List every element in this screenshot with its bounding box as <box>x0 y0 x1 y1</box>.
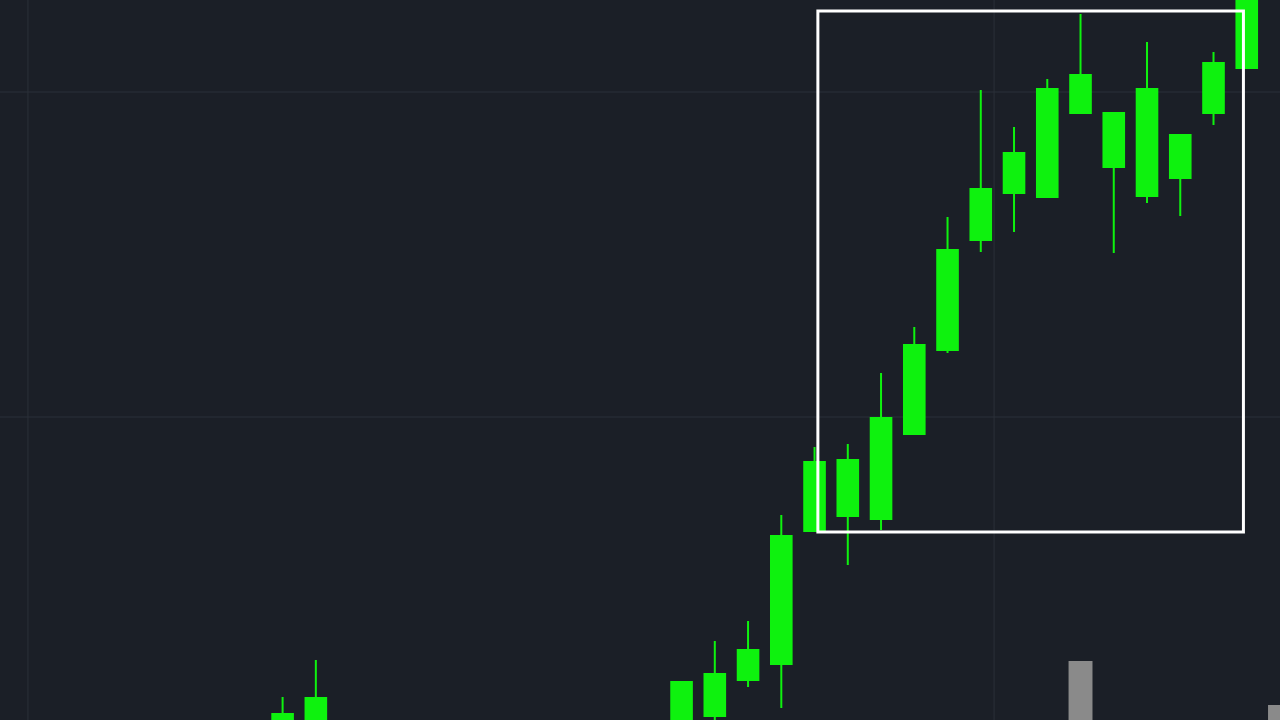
candle-body <box>304 697 328 720</box>
volume-bar <box>1068 661 1093 720</box>
candle-body <box>936 249 959 351</box>
candle-body <box>902 344 926 435</box>
candle-body <box>1135 88 1159 197</box>
candle-body <box>1102 112 1126 168</box>
volume-bar <box>1268 705 1280 720</box>
candle-body <box>836 459 860 517</box>
candle-body <box>803 461 826 532</box>
candle-body <box>969 188 993 241</box>
candle-body <box>703 673 727 717</box>
candle-body <box>1002 152 1026 194</box>
candle-body <box>1069 74 1092 114</box>
candle-body <box>271 713 294 720</box>
candle-body <box>1168 134 1192 179</box>
candle-body <box>1202 62 1225 114</box>
candle-body <box>670 681 693 720</box>
candle-body <box>869 417 893 520</box>
highlight-box <box>816 9 1245 534</box>
candle-body <box>1235 0 1259 69</box>
candle-body <box>736 649 760 681</box>
candle-body <box>769 535 793 665</box>
candle-body <box>1035 88 1059 198</box>
